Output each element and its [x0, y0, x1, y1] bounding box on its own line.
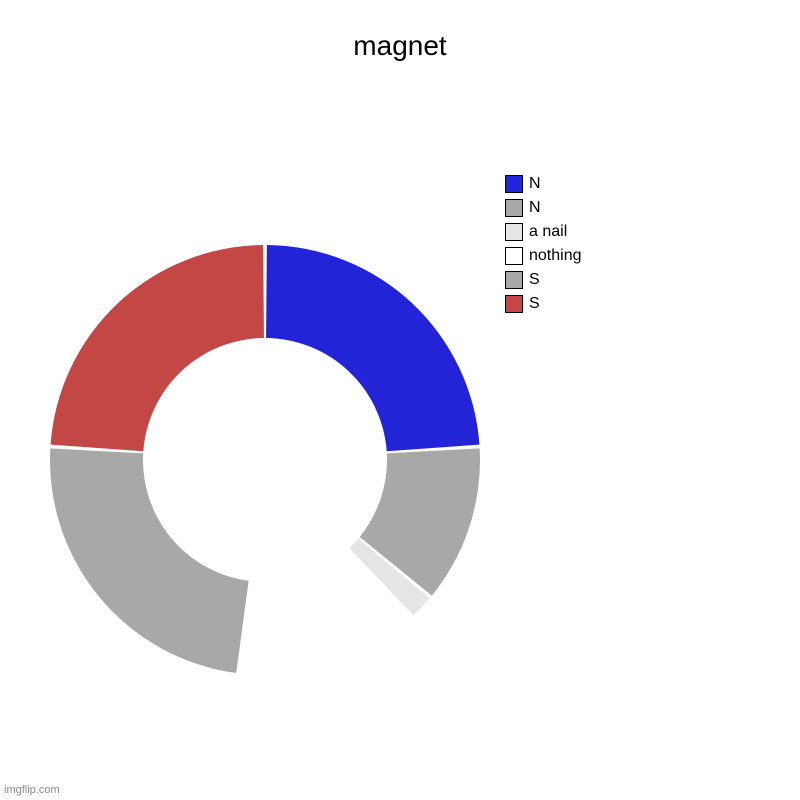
legend-item: nothing [505, 247, 582, 265]
legend-swatch [505, 295, 523, 313]
legend-label: N [529, 175, 541, 193]
legend-swatch [505, 223, 523, 241]
legend-label: a nail [529, 223, 567, 241]
legend: NNa nail nothing SS [505, 175, 582, 319]
donut-slice [51, 245, 264, 451]
donut-slice [266, 245, 479, 451]
donut-chart [0, 0, 800, 800]
legend-swatch [505, 247, 523, 265]
legend-swatch [505, 271, 523, 289]
donut-slice [50, 448, 249, 673]
legend-label: nothing [529, 247, 582, 265]
legend-item: N [505, 199, 582, 217]
legend-item: S [505, 295, 582, 313]
legend-label: S [529, 295, 540, 313]
legend-swatch [505, 199, 523, 217]
legend-swatch [505, 175, 523, 193]
legend-item: N [505, 175, 582, 193]
watermark: imgflip.com [4, 784, 60, 796]
legend-label: N [529, 199, 541, 217]
legend-item: a nail [505, 223, 582, 241]
legend-label: S [529, 271, 540, 289]
legend-item: S [505, 271, 582, 289]
